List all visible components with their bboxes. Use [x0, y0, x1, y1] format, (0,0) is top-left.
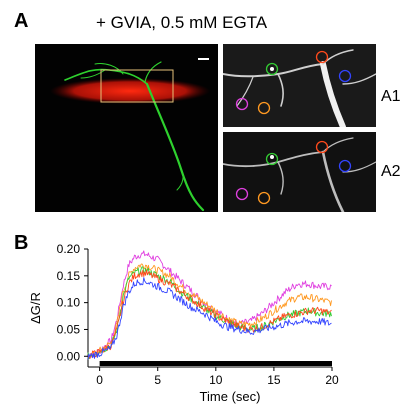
x-tick-label: 0 [96, 373, 103, 387]
scale-bar [198, 58, 209, 60]
a2-zoom-image [223, 132, 376, 212]
main-fluorescence-image [35, 44, 218, 212]
green-neuron [64, 61, 205, 212]
red-cell-layer [50, 78, 210, 104]
x-tick-label: 15 [267, 373, 281, 387]
roi-center-dot [270, 155, 274, 159]
roi-circle [257, 101, 271, 115]
x-tick-label: 10 [209, 373, 223, 387]
a1-zoom-image [223, 44, 376, 127]
a2-label: A2 [381, 163, 401, 180]
trace-line [87, 263, 332, 358]
x-axis-label: Time (sec) [200, 389, 261, 404]
roi-circle [338, 159, 352, 173]
y-tick-label: 0.15 [57, 269, 81, 283]
condition-title: + GVIA, 0.5 mM EGTA [96, 13, 268, 32]
roi-circle [265, 152, 279, 166]
y-tick-label: 0.05 [57, 322, 81, 336]
y-axis-label: ΔG/R [28, 292, 43, 324]
zoom-region-box [100, 69, 174, 103]
roi-circle [257, 191, 271, 205]
a1-label: A1 [381, 88, 401, 105]
x-tick-label: 5 [154, 373, 161, 387]
stimulus-bar [99, 361, 332, 366]
trace-line [87, 269, 332, 359]
a1-dendrites [223, 49, 376, 127]
y-tick-label: 0.20 [57, 242, 81, 256]
roi-circle [315, 140, 329, 154]
panel-b-letter: B [14, 232, 29, 254]
trace-line [87, 277, 332, 360]
y-tick-label: 0.00 [57, 349, 81, 363]
fluorescence-trace-chart: 0.00 0.05 0.10 0.15 0.20 0 5 10 15 20 Time (sec) ΔG… [28, 242, 339, 404]
roi-center-dot [270, 67, 274, 71]
roi-circle [338, 69, 352, 83]
roi-circle [265, 62, 279, 76]
panel-a-letter: A [14, 10, 29, 32]
x-tick-label: 20 [325, 373, 339, 387]
roi-circle [235, 187, 249, 201]
roi-circle [315, 50, 329, 64]
y-tick-label: 0.10 [57, 296, 81, 310]
roi-circle [235, 97, 249, 111]
